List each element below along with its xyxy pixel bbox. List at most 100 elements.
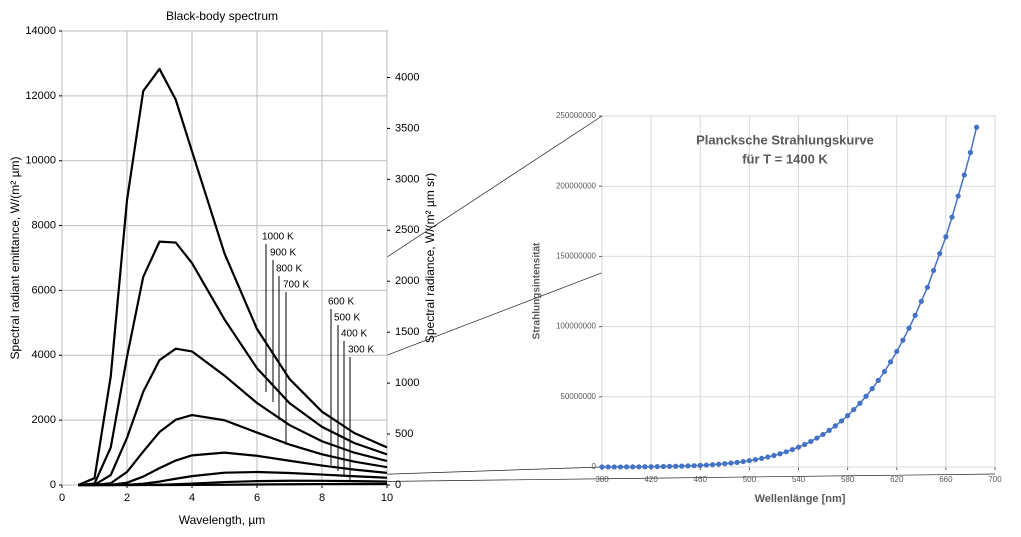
data-point xyxy=(654,464,660,470)
x-tick-label: 420 xyxy=(644,475,658,484)
data-point xyxy=(937,250,943,257)
y-axis-label: Spectral radiant emittance, W/(m² µm) xyxy=(8,157,22,360)
data-point xyxy=(857,400,863,406)
data-point xyxy=(863,393,869,399)
data-point xyxy=(924,284,931,290)
data-point xyxy=(765,454,771,460)
data-point xyxy=(716,461,722,467)
y-tick-label: 150000000 xyxy=(556,252,597,261)
y-tick-label: 200000000 xyxy=(556,181,597,190)
data-point xyxy=(906,325,912,331)
y-tick-label: 12000 xyxy=(25,90,56,102)
x-tick-label: 700 xyxy=(988,475,1002,484)
series-label: 400 K xyxy=(341,329,367,340)
data-point xyxy=(648,464,654,470)
x-tick-label: 580 xyxy=(841,475,855,484)
y-tick-label: 8000 xyxy=(32,219,56,231)
x-tick-label: 8 xyxy=(319,492,325,504)
data-point xyxy=(875,377,881,383)
x-tick-label: 0 xyxy=(59,492,65,504)
x-tick-label: 2 xyxy=(124,492,130,504)
data-point xyxy=(789,446,795,453)
series-line xyxy=(78,482,387,487)
data-point xyxy=(930,267,937,274)
series-label: 500 K xyxy=(334,313,360,324)
y-tick-label: 0 xyxy=(592,462,597,471)
y2-tick-label: 4000 xyxy=(395,71,419,83)
series-label: 1000 K xyxy=(262,232,294,243)
data-point xyxy=(734,459,740,465)
data-point xyxy=(605,464,611,470)
data-point xyxy=(660,463,667,470)
data-point xyxy=(967,149,974,156)
data-point xyxy=(728,460,734,466)
y2-tick-label: 2000 xyxy=(395,275,419,287)
data-point xyxy=(740,458,746,465)
data-point xyxy=(630,464,636,470)
chart: 380 420 460 500 540 580 620 660 700 0 50000000 1000… xyxy=(532,111,1003,505)
chart-title: Plancksche Strahlungskurve xyxy=(696,132,874,147)
series-label: 600 K xyxy=(328,297,354,308)
data-point xyxy=(949,214,955,220)
data-point xyxy=(795,444,802,450)
data-point xyxy=(752,457,759,463)
data-point xyxy=(955,193,961,199)
y-axis-label: Strahlungsintensität xyxy=(532,242,543,339)
data-point xyxy=(703,462,709,468)
data-point xyxy=(845,413,851,419)
chart: 0 2 4 6 8 10020004000600080001000012000140000… xyxy=(8,9,437,527)
data-point xyxy=(826,427,832,433)
data-point xyxy=(851,406,857,413)
x-axis-label: Wellenlänge [nm] xyxy=(755,493,846,505)
data-point xyxy=(759,455,765,462)
data-point xyxy=(881,368,888,375)
data-point xyxy=(691,463,697,469)
data-point xyxy=(814,435,820,441)
x-axis-label: Wavelength, µm xyxy=(179,513,266,527)
x-tick-label: 460 xyxy=(694,475,708,484)
data-point xyxy=(746,458,752,464)
data-point xyxy=(900,337,906,343)
data-point xyxy=(783,449,789,455)
y2-tick-label: 1000 xyxy=(395,377,419,389)
data-point xyxy=(685,463,691,469)
data-point xyxy=(894,348,900,355)
y-tick-label: 100000000 xyxy=(556,322,597,331)
series-label: 900 K xyxy=(270,248,296,259)
series-line xyxy=(78,413,388,487)
series-line xyxy=(78,347,388,487)
data-point xyxy=(636,464,642,470)
y-tick-label: 10000 xyxy=(25,155,56,167)
x-tick-label: 620 xyxy=(890,475,904,484)
data-point xyxy=(709,462,716,468)
x-tick-label: 660 xyxy=(939,475,953,484)
series-line xyxy=(77,67,388,487)
series-line xyxy=(78,240,388,487)
x-tick-label: 500 xyxy=(743,475,757,484)
y2-tick-label: 500 xyxy=(395,428,413,440)
data-point xyxy=(802,441,808,448)
series-label: 800 K xyxy=(276,264,302,275)
data-point xyxy=(943,234,949,240)
data-point xyxy=(673,463,679,469)
data-point xyxy=(623,464,630,470)
y-tick-label: 2000 xyxy=(32,414,56,426)
data-point xyxy=(697,462,703,468)
plot-area xyxy=(61,30,388,486)
data-point xyxy=(808,438,814,445)
data-point xyxy=(973,124,980,130)
y-tick-label: 0 xyxy=(50,479,56,491)
data-point xyxy=(820,431,826,438)
data-point xyxy=(599,464,605,470)
data-point xyxy=(918,298,924,304)
y2-tick-label: 3000 xyxy=(395,173,419,185)
x-tick-label: 380 xyxy=(595,475,609,484)
y2-tick-label: 2500 xyxy=(395,224,419,236)
y-tick-label: 250000000 xyxy=(556,111,597,120)
data-point xyxy=(666,463,673,470)
data-point xyxy=(832,423,838,429)
y-tick-label: 4000 xyxy=(32,349,56,361)
data-point xyxy=(869,386,875,392)
data-point xyxy=(888,359,894,365)
